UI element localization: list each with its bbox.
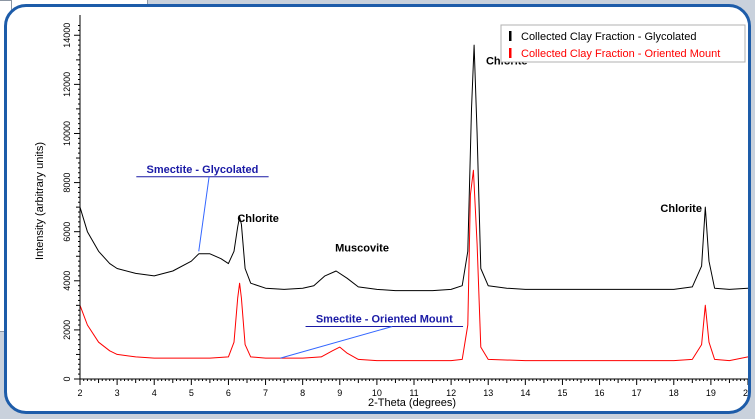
x-tick-label: 11 xyxy=(409,388,418,398)
legend-label-1: Collected Clay Fraction - Glycolated xyxy=(521,31,696,43)
series-line-2 xyxy=(79,169,748,362)
x-tick-label: 5 xyxy=(189,388,194,398)
x-tick-label: 9 xyxy=(337,388,342,398)
legend-swatch-2 xyxy=(509,48,512,58)
x-tick-label: 3 xyxy=(115,388,120,398)
annotation-label-2: Muscovite xyxy=(335,242,389,254)
x-tick-label: 10 xyxy=(372,388,382,398)
chart-card: ChloriteMuscoviteChloriteChloriteSmectit… xyxy=(4,4,751,414)
x-tick-label: 4 xyxy=(152,388,157,398)
y-tick-label: 12000 xyxy=(62,72,72,97)
x-tick-label: 12 xyxy=(446,388,456,398)
x-axis-label: 2-Theta (degrees) xyxy=(368,397,456,409)
y-tick-label: 4000 xyxy=(62,271,72,291)
x-tick-label: 16 xyxy=(595,388,605,398)
x-tick-label: 7 xyxy=(263,388,268,398)
y-tick-label: 2000 xyxy=(62,320,72,340)
x-tick-label: 14 xyxy=(520,388,530,398)
y-tick-label: 0 xyxy=(62,376,72,381)
annotation-label-5: Smectite - Glycolated xyxy=(147,164,259,176)
legend-swatch-1 xyxy=(509,31,512,41)
x-tick-label: 15 xyxy=(557,388,567,398)
x-tick-label: 8 xyxy=(300,388,305,398)
y-tick-label: 10000 xyxy=(62,121,72,146)
legend-label-2: Collected Clay Fraction - Oriented Mount xyxy=(521,48,720,60)
series-line-1 xyxy=(79,44,748,292)
annotation-pointer xyxy=(198,176,210,252)
annotation-pointer xyxy=(280,326,393,359)
x-tick-label: 6 xyxy=(226,388,231,398)
y-axis-label: Intensity (arbitrary units) xyxy=(34,142,46,260)
x-tick-label: 2 xyxy=(77,388,82,398)
annotation-label-4: Chlorite xyxy=(660,203,702,215)
x-tick-label: 20 xyxy=(743,388,748,398)
x-tick-label: 18 xyxy=(669,388,679,398)
legend-box xyxy=(500,24,746,63)
xrd-chart: ChloriteMuscoviteChloriteChloriteSmectit… xyxy=(34,15,748,409)
plot-area xyxy=(80,23,748,379)
y-tick-label: 14000 xyxy=(62,23,72,48)
annotation-label-1: Chlorite xyxy=(237,213,279,225)
x-tick-label: 19 xyxy=(706,388,716,398)
y-tick-label: 6000 xyxy=(62,222,72,242)
x-tick-label: 17 xyxy=(632,388,642,398)
x-tick-label: 13 xyxy=(483,388,493,398)
annotation-label-6: Smectite - Oriented Mount xyxy=(316,314,453,326)
y-tick-label: 8000 xyxy=(62,173,72,193)
